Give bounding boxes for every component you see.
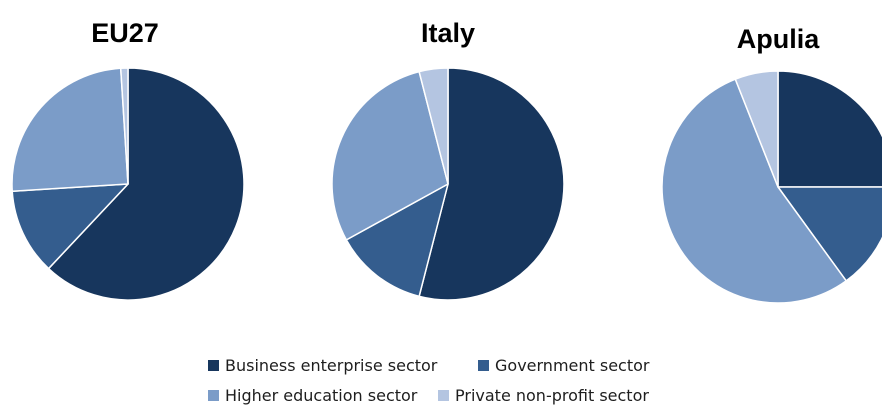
legend-label-higher-education: Higher education sector xyxy=(225,386,418,405)
legend: Business enterprise sector Government se… xyxy=(208,352,728,408)
pie-italy xyxy=(331,67,565,301)
pie-slice-apulia-higher-education-sector xyxy=(661,78,847,304)
pie-slice-eu27-business-enterprise-sector xyxy=(47,67,245,301)
pie-slice-italy-private-non-profit-sector xyxy=(418,67,449,185)
pie-title-italy: Italy xyxy=(421,18,475,48)
pie-slice-apulia-private-non-profit-sector xyxy=(734,70,779,188)
pie-title-eu27: EU27 xyxy=(91,18,159,48)
legend-swatch-private-non-profit xyxy=(438,390,449,401)
pie-slice-apulia-business-enterprise-sector xyxy=(777,70,882,188)
legend-label-government: Government sector xyxy=(495,356,650,375)
legend-label-business-enterprise: Business enterprise sector xyxy=(225,356,438,375)
pie-slice-apulia-government-sector xyxy=(777,186,882,282)
pie-slice-eu27-private-non-profit-sector xyxy=(119,67,129,185)
pie-slice-italy-government-sector xyxy=(345,183,449,298)
pie-title-apulia: Apulia xyxy=(737,24,820,54)
legend-item-higher-education: Higher education sector xyxy=(208,386,417,405)
pie-slice-eu27-government-sector xyxy=(11,183,129,270)
legend-swatch-higher-education xyxy=(208,390,219,401)
legend-item-government: Government sector xyxy=(478,356,649,375)
legend-swatch-government xyxy=(478,360,489,371)
pie-apulia xyxy=(661,70,882,304)
pie-slice-italy-business-enterprise-sector xyxy=(418,67,565,301)
legend-item-business-enterprise: Business enterprise sector xyxy=(208,356,437,375)
legend-swatch-business-enterprise xyxy=(208,360,219,371)
pie-slice-eu27-higher-education-sector xyxy=(11,67,129,193)
legend-label-private-non-profit: Private non-profit sector xyxy=(455,386,649,405)
legend-item-private-non-profit: Private non-profit sector xyxy=(438,386,649,405)
pie-slice-italy-higher-education-sector xyxy=(331,70,449,241)
pie-eu27 xyxy=(11,67,245,301)
